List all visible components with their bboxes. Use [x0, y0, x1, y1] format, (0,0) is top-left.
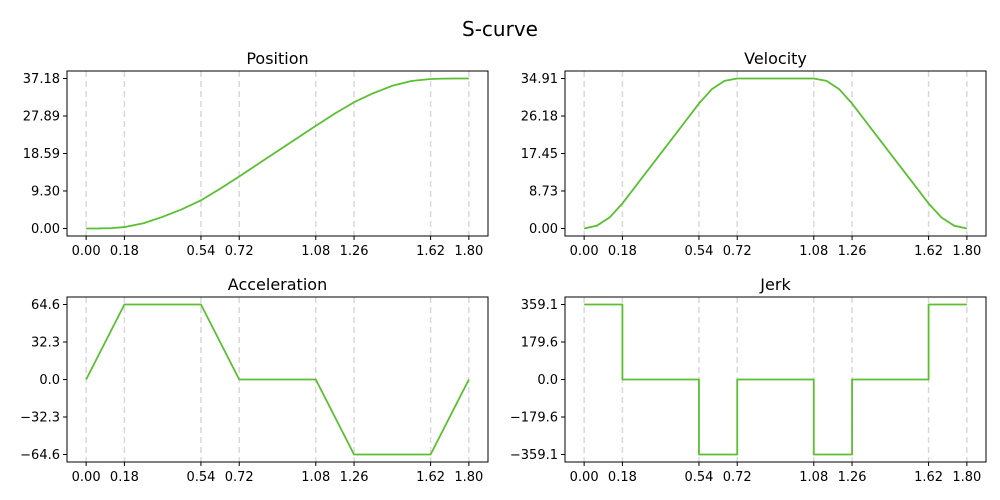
velocity-xtick-label: 1.26: [838, 244, 867, 259]
position-xtick-label: 1.08: [301, 244, 330, 259]
position-ytick-label: 37.18: [23, 72, 60, 87]
position-ytick-label: 0.00: [31, 222, 60, 237]
position-xtick-label: 0.00: [72, 244, 101, 259]
jerk-xtick-label: 1.08: [799, 470, 828, 485]
acceleration-xtick-label: 1.08: [301, 470, 330, 485]
jerk-xtick-label: 0.00: [570, 470, 599, 485]
velocity-xtick-label: 1.08: [799, 244, 828, 259]
velocity-panel: Velocity 0.00 0.18 0.54 0.72 1.08 1.26 1.62 1.80…: [521, 49, 987, 259]
position-xtick-label: 1.80: [454, 244, 483, 259]
acceleration-ytick-label: 32.3: [31, 336, 60, 351]
velocity-ytick-label: 26.18: [521, 110, 558, 125]
position-xtick-label: 1.62: [416, 244, 445, 259]
acceleration-ytick-label: 0.0: [39, 373, 60, 388]
acceleration-xtick-label: 1.80: [454, 470, 483, 485]
velocity-ytick-label: 0.00: [529, 222, 558, 237]
velocity-axes-frame: [564, 70, 987, 237]
velocity-xtick-label: 0.18: [608, 244, 637, 259]
jerk-ytick-label: 0.0: [537, 373, 558, 388]
subplot-grid: Position 0.00 0.18 0.54 0.72 1.08 1.26 1.62 1.80…: [20, 49, 987, 485]
acceleration-ytick-label: −64.6: [20, 448, 60, 463]
jerk-ytick-label: −179.6: [510, 411, 558, 426]
velocity-ytick-label: 17.45: [521, 147, 558, 162]
acceleration-xtick-label: 1.26: [340, 470, 369, 485]
position-curve: [86, 77, 469, 230]
position-panel: Position 0.00 0.18 0.54 0.72 1.08 1.26 1.62 1.80…: [23, 49, 489, 259]
velocity-curve: [583, 77, 968, 230]
velocity-title: Velocity: [744, 49, 807, 68]
velocity-ytick-label: 8.73: [529, 184, 558, 199]
jerk-ytick-label: 179.6: [521, 335, 558, 350]
position-xtick-label: 0.72: [225, 244, 254, 259]
acceleration-ytick-label: 64.6: [31, 298, 60, 313]
velocity-xtick-label: 0.72: [723, 244, 752, 259]
jerk-xtick-label: 1.26: [838, 470, 867, 485]
acceleration-xtick-label: 0.00: [72, 470, 101, 485]
jerk-title: Jerk: [759, 275, 791, 294]
position-ytick-label: 9.30: [31, 184, 60, 199]
velocity-xtick-label: 1.62: [914, 244, 943, 259]
jerk-xtick-label: 0.54: [684, 470, 713, 485]
acceleration-ytick-label: −32.3: [20, 411, 60, 426]
position-ytick-label: 18.59: [23, 147, 60, 162]
figure-title: S-curve: [462, 17, 538, 41]
jerk-ytick-label: −359.1: [510, 448, 558, 463]
jerk-xtick-label: 0.72: [723, 470, 752, 485]
acceleration-title: Acceleration: [228, 275, 327, 294]
velocity-xtick-label: 0.00: [570, 244, 599, 259]
velocity-xtick-label: 0.54: [684, 244, 713, 259]
position-xtick-label: 1.26: [340, 244, 369, 259]
velocity-ytick-label: 34.91: [521, 72, 558, 87]
position-xtick-label: 0.54: [186, 244, 215, 259]
jerk-ytick-label: 359.1: [521, 298, 558, 313]
velocity-xtick-label: 1.80: [952, 244, 981, 259]
position-title: Position: [246, 49, 308, 68]
jerk-xtick-label: 1.62: [914, 470, 943, 485]
jerk-panel: Jerk 0.00 0.18 0.54 0.72 1.08 1.26 1.62 1.80 −359…: [510, 275, 987, 485]
acceleration-curve: [85, 303, 470, 456]
jerk-xtick-label: 0.18: [608, 470, 637, 485]
position-ytick-label: 27.89: [23, 109, 60, 124]
acceleration-xtick-label: 0.18: [110, 470, 139, 485]
position-xtick-label: 0.18: [110, 244, 139, 259]
acceleration-xtick-label: 0.54: [186, 470, 215, 485]
jerk-xtick-label: 1.80: [952, 470, 981, 485]
acceleration-panel: Acceleration 0.00 0.18 0.54 0.72 1.08 1.26 1.62…: [20, 275, 489, 485]
position-axes-frame: [66, 70, 489, 237]
jerk-curve: [584, 303, 967, 456]
acceleration-xtick-label: 1.62: [416, 470, 445, 485]
acceleration-xtick-label: 0.72: [225, 470, 254, 485]
